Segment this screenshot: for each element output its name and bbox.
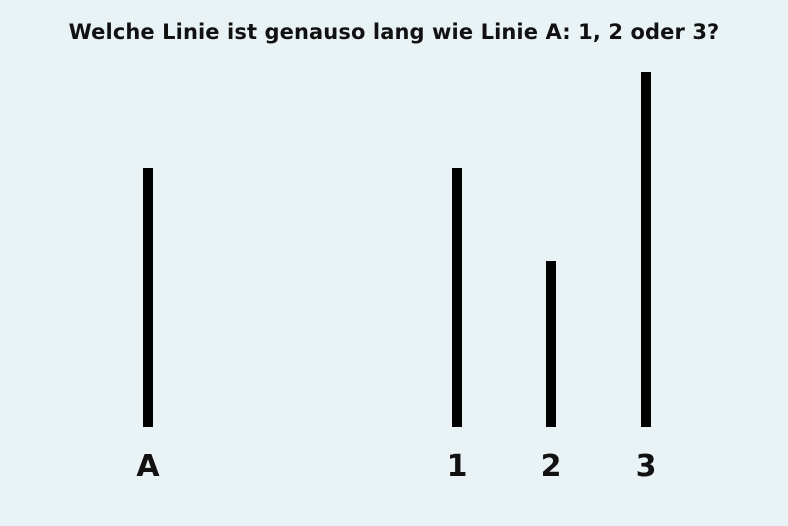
label-1: 1: [446, 449, 468, 484]
label-3: 3: [635, 449, 657, 484]
line-3: [641, 72, 651, 427]
line-2: [546, 261, 556, 427]
line-1: [452, 168, 462, 427]
label-a: A: [136, 449, 160, 484]
question-title: Welche Linie ist genauso lang wie Linie …: [68, 20, 720, 44]
line-a: [143, 168, 153, 427]
label-2: 2: [540, 449, 562, 484]
